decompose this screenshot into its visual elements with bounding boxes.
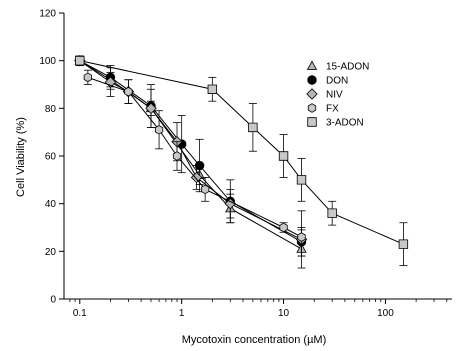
series-line	[79, 60, 302, 243]
y-tick-label: 60	[45, 152, 57, 163]
legend-marker	[306, 88, 318, 100]
legend-item-don: DON	[307, 75, 348, 87]
y-tick-label: 0	[50, 295, 56, 306]
data-point	[278, 151, 289, 161]
series-niv	[74, 54, 308, 269]
legend-item-15-adon: 15-ADON	[306, 60, 369, 73]
legend-marker	[307, 117, 317, 127]
data-point	[207, 84, 218, 94]
legend-label: 3-ADON	[326, 118, 364, 129]
x-axis-title: Mycotoxin concentration (µM)	[182, 334, 327, 346]
series-3-adon	[75, 55, 409, 267]
y-tick-label: 80	[45, 104, 57, 115]
y-tick-label: 120	[39, 9, 56, 20]
data-point	[296, 175, 307, 185]
legend-marker	[306, 60, 318, 70]
y-tick-label: 20	[45, 247, 57, 258]
x-tick-label: 100	[377, 308, 394, 319]
series-line	[79, 60, 302, 240]
axes	[63, 13, 452, 300]
legend-marker	[307, 75, 317, 85]
legend-label: FX	[326, 104, 339, 115]
legend-label: DON	[326, 76, 348, 87]
legend-marker	[307, 103, 317, 113]
legend-item-fx: FX	[307, 103, 339, 115]
data-point	[172, 151, 182, 161]
y-tick-label: 40	[45, 199, 57, 210]
data-point	[279, 222, 288, 233]
data-point	[145, 102, 157, 115]
data-point	[75, 55, 85, 66]
ticks: 0 20 40 60 80 100 120 0.1 1 10 100	[39, 9, 448, 319]
data-point	[327, 208, 337, 218]
y-tick-label: 100	[39, 56, 56, 67]
y-axis-title: Cell Viability (%)	[15, 117, 27, 197]
data-point	[83, 72, 92, 83]
series-layer	[74, 54, 409, 269]
data-point	[398, 239, 409, 249]
data-point	[248, 122, 258, 133]
legend: 15-ADON DON NIV FX 3-ADON	[306, 60, 369, 129]
legend-label: 15-ADON	[326, 62, 369, 73]
legend-label: NIV	[326, 90, 343, 101]
x-tick-label: 0.1	[73, 308, 87, 319]
data-point	[224, 197, 237, 210]
series-fx	[83, 69, 306, 245]
legend-item-3-adon: 3-ADON	[307, 117, 364, 129]
data-point	[297, 232, 306, 242]
data-point	[201, 184, 210, 195]
x-tick-label: 1	[179, 308, 185, 319]
legend-item-niv: NIV	[306, 88, 343, 101]
data-point	[124, 86, 133, 97]
x-tick-label: 10	[278, 308, 290, 319]
data-point	[154, 125, 164, 135]
series-line	[87, 76, 302, 238]
